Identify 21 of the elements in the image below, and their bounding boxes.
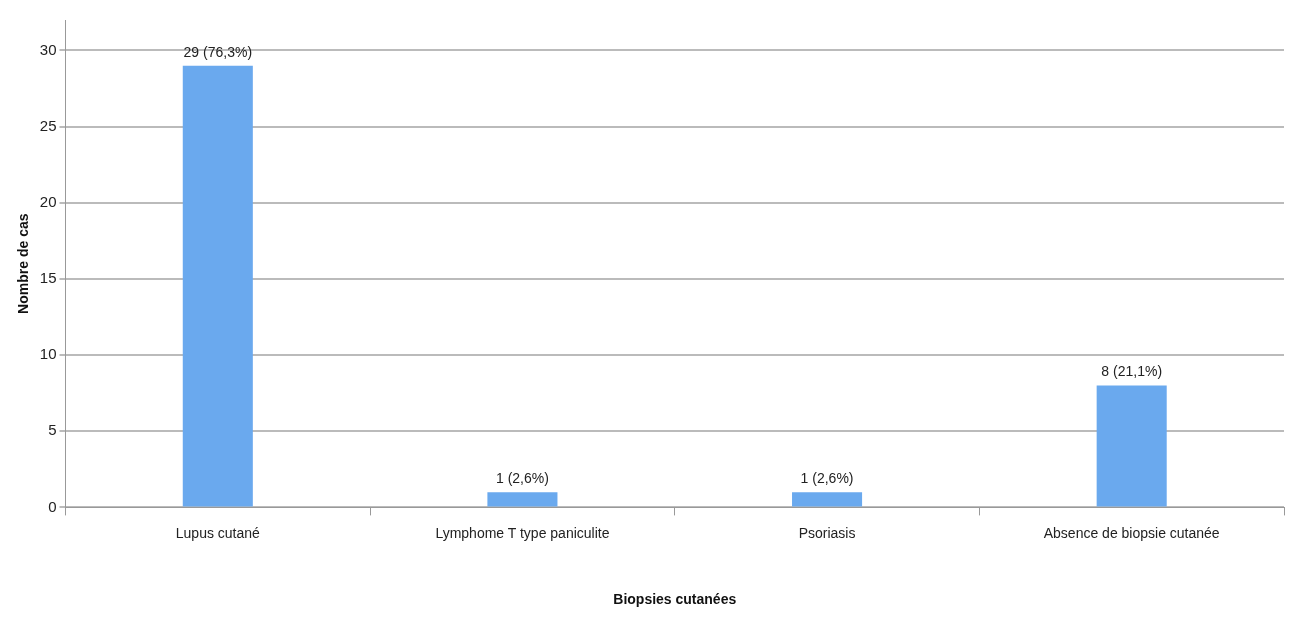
data-label: 1 (2,6%) [495, 470, 549, 487]
y-axis-title: Nombre de cas [15, 213, 32, 314]
x-axis-title: Biopsies cutanées [613, 591, 737, 608]
bar [1096, 385, 1167, 507]
x-tick-label: Lupus cutané [175, 524, 261, 541]
x-tick-label: Absence de biopsie cutanée [1043, 524, 1220, 541]
y-tick-label: 5 [48, 421, 57, 439]
y-tick-label: 30 [39, 40, 57, 58]
x-tick-label: Psoriasis [798, 524, 856, 541]
y-tick-label: 25 [39, 116, 57, 134]
bar [487, 492, 558, 507]
y-tick-label: 20 [39, 192, 57, 210]
data-label: 29 (76,3%) [183, 43, 253, 60]
data-label: 1 (2,6%) [800, 470, 854, 487]
y-tick-label: 0 [48, 497, 57, 515]
y-tick-label: 10 [39, 345, 57, 363]
data-label: 8 (21,1%) [1101, 363, 1163, 380]
x-tick-label: Lymphome T type paniculite [435, 524, 610, 541]
bar [182, 65, 253, 507]
y-tick-label: 15 [39, 269, 57, 287]
bar [792, 492, 863, 507]
